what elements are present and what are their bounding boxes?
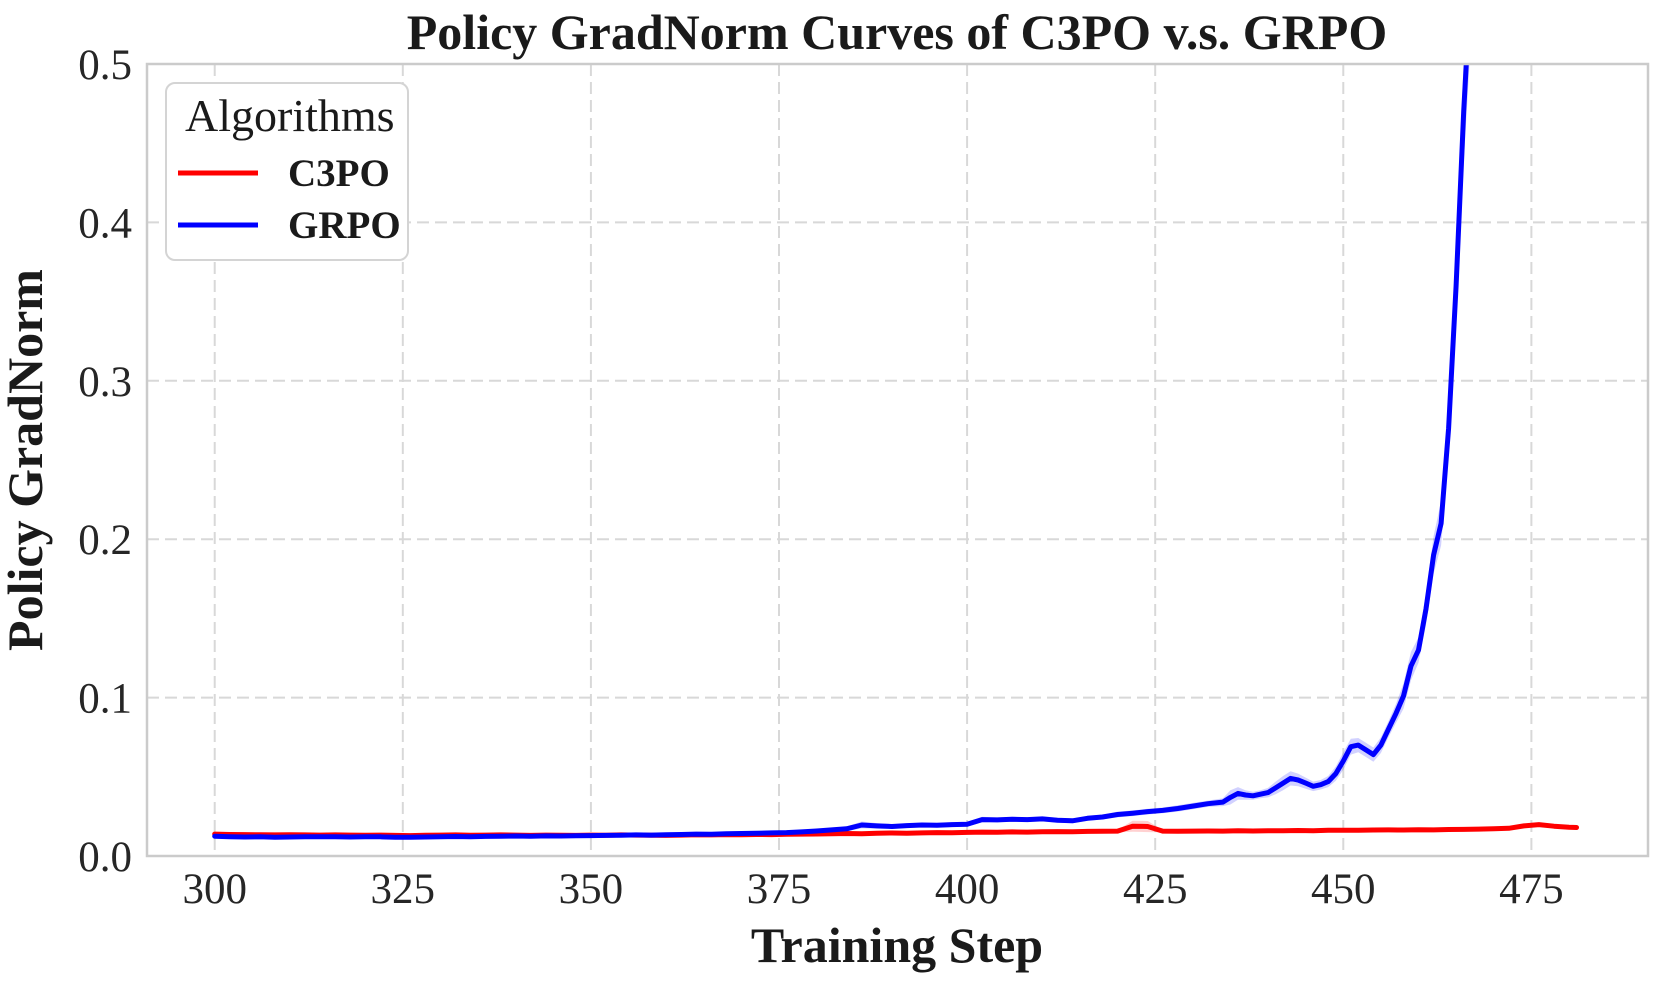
y-tick-label: 0.5 <box>78 42 132 89</box>
x-tick-label: 350 <box>559 866 624 913</box>
x-tick-label: 325 <box>371 866 436 913</box>
legend-label-c3po: C3PO <box>288 152 390 195</box>
y-axis-label: Policy GradNorm <box>0 269 53 651</box>
y-tick-label: 0.3 <box>78 359 132 406</box>
plot-border <box>145 62 1650 858</box>
y-tick-label: 0.4 <box>78 200 132 247</box>
chart-title: Policy GradNorm Curves of C3PO v.s. GRPO <box>407 4 1387 60</box>
x-tick-label: 400 <box>935 866 1000 913</box>
y-tick-label: 0.2 <box>78 517 132 564</box>
y-tick-label: 0.0 <box>78 834 132 881</box>
x-tick-label: 375 <box>747 866 812 913</box>
x-tick-label: 425 <box>1123 866 1188 913</box>
y-tick-labels: 0.0 0.1 0.2 0.3 0.4 0.5 <box>78 42 132 881</box>
x-tick-label: 300 <box>182 866 247 913</box>
line-grpo <box>212 64 1469 840</box>
x-tick-label: 450 <box>1311 866 1376 913</box>
series-layer <box>212 64 1579 840</box>
legend: Algorithms C3PO GRPO <box>165 82 409 261</box>
x-tick-labels: 300 325 350 375 400 425 450 475 <box>182 866 1563 913</box>
y-tick-label: 0.1 <box>78 676 132 723</box>
x-axis-label: Training Step <box>751 917 1043 973</box>
legend-box <box>165 82 409 261</box>
legend-title: Algorithms <box>185 90 395 141</box>
legend-label-grpo: GRPO <box>288 204 401 247</box>
x-tick-label: 475 <box>1499 866 1564 913</box>
